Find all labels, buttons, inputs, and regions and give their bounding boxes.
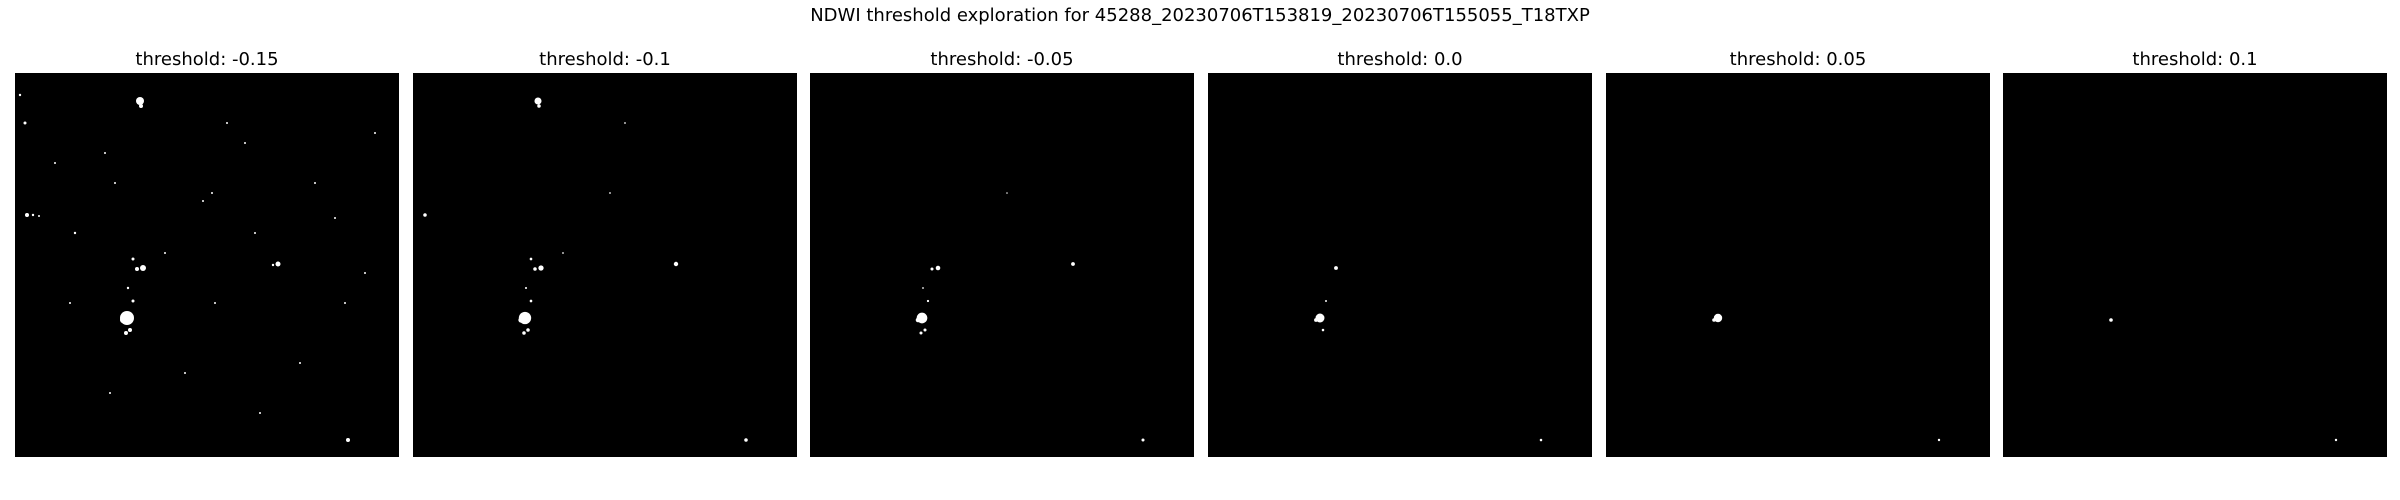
water-pixel-cluster	[562, 252, 564, 254]
water-pixel-cluster	[529, 257, 533, 261]
water-pixel-cluster	[254, 232, 256, 234]
water-pixel-cluster	[271, 263, 275, 267]
water-pixel-cluster	[244, 142, 246, 144]
water-pixel-cluster	[114, 182, 116, 184]
water-mask-image	[1606, 73, 1990, 457]
water-pixel-cluster	[364, 272, 366, 274]
panel-title: threshold: -0.1	[539, 49, 671, 70]
panel-title: threshold: 0.1	[2132, 49, 2258, 70]
water-pixel-cluster	[346, 438, 350, 442]
water-pixel-cluster	[534, 97, 542, 105]
water-mask-image	[413, 73, 797, 457]
water-pixel-cluster	[1712, 318, 1716, 322]
water-pixel-cluster	[538, 265, 544, 271]
water-pixel-cluster	[275, 261, 281, 267]
water-pixel-cluster	[526, 328, 530, 332]
water-pixel-cluster	[919, 331, 923, 335]
water-pixel-cluster	[915, 317, 921, 323]
water-pixel-cluster	[211, 192, 213, 194]
water-pixel-cluster	[140, 265, 146, 271]
water-pixel-cluster	[131, 299, 135, 303]
water-pixel-cluster	[131, 257, 135, 261]
water-pixel-cluster	[23, 121, 27, 125]
water-pixel-cluster	[1325, 300, 1327, 302]
water-pixel-cluster	[1713, 313, 1723, 323]
water-pixel-cluster	[524, 286, 528, 290]
water-pixel-cluster	[135, 267, 139, 271]
water-pixel-cluster	[374, 132, 376, 134]
water-pixel-cluster	[299, 362, 301, 364]
water-mask-image	[810, 73, 1194, 457]
water-pixel-cluster	[922, 287, 924, 289]
water-pixel-cluster	[124, 331, 128, 335]
water-pixel-cluster	[202, 200, 204, 202]
water-pixel-cluster	[926, 299, 930, 303]
water-pixel-cluster	[923, 328, 927, 332]
figure-suptitle: NDWI threshold exploration for 45288_202…	[810, 5, 1590, 26]
water-pixel-cluster	[69, 302, 71, 304]
panel-title: threshold: -0.15	[135, 49, 279, 70]
water-mask-image	[2003, 73, 2387, 457]
water-pixel-cluster	[128, 328, 132, 332]
water-pixel-cluster	[314, 182, 316, 184]
water-pixel-cluster	[344, 302, 346, 304]
water-pixel-cluster	[624, 122, 626, 124]
panel-title: threshold: 0.05	[1729, 49, 1867, 70]
water-pixel-cluster	[1314, 318, 1318, 322]
water-pixel-cluster	[533, 267, 537, 271]
panel-title: threshold: -0.05	[930, 49, 1074, 70]
panel-title: threshold: 0.0	[1337, 49, 1463, 70]
water-pixel-cluster	[1141, 438, 1145, 442]
water-pixel-cluster	[25, 213, 29, 217]
water-pixel-cluster	[935, 265, 941, 271]
water-pixel-cluster	[139, 104, 143, 108]
water-pixel-cluster	[214, 302, 216, 304]
water-pixel-cluster	[184, 372, 186, 374]
water-pixel-cluster	[423, 213, 427, 217]
water-pixel-cluster	[164, 252, 166, 254]
water-pixel-cluster	[1539, 438, 1543, 442]
water-pixel-cluster	[38, 215, 40, 217]
water-pixel-cluster	[31, 213, 35, 217]
water-pixel-cluster	[1937, 438, 1941, 442]
water-mask-image	[1208, 73, 1592, 457]
water-pixel-cluster	[18, 93, 22, 97]
water-pixel-cluster	[2334, 438, 2338, 442]
water-pixel-cluster	[136, 97, 144, 105]
water-pixel-cluster	[1321, 328, 1325, 332]
water-pixel-cluster	[259, 412, 261, 414]
water-pixel-cluster	[226, 122, 228, 124]
water-pixel-cluster	[73, 231, 77, 235]
water-pixel-cluster	[2109, 318, 2113, 322]
water-mask-image	[15, 73, 399, 457]
water-pixel-cluster	[334, 217, 336, 219]
water-pixel-cluster	[529, 299, 533, 303]
water-pixel-cluster	[1071, 262, 1075, 266]
water-pixel-cluster	[54, 162, 56, 164]
water-pixel-cluster	[609, 192, 611, 194]
water-pixel-cluster	[1334, 266, 1338, 270]
water-pixel-cluster	[744, 438, 748, 442]
water-pixel-cluster	[522, 331, 526, 335]
water-pixel-cluster	[537, 104, 541, 108]
water-pixel-cluster	[673, 261, 679, 267]
water-pixel-cluster	[109, 392, 111, 394]
water-pixel-cluster	[126, 286, 130, 290]
water-pixel-cluster	[1006, 192, 1008, 194]
water-pixel-cluster	[104, 152, 106, 154]
water-pixel-cluster	[518, 317, 524, 323]
water-pixel-cluster	[930, 267, 934, 271]
water-pixel-cluster	[120, 317, 126, 323]
